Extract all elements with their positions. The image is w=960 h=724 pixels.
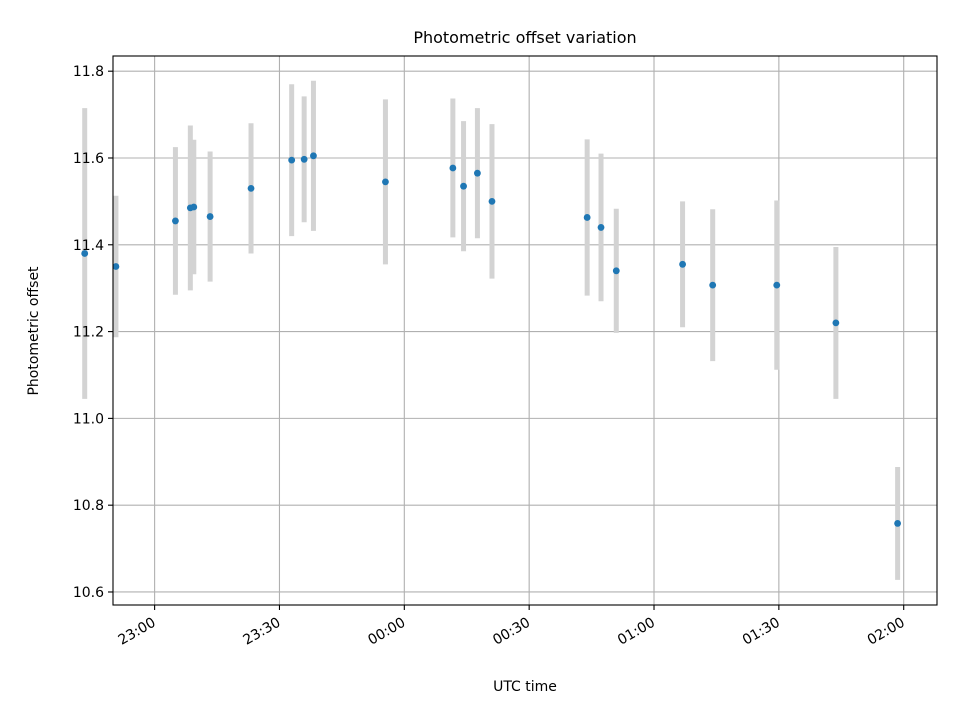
- data-point: [832, 319, 840, 327]
- data-point: [300, 155, 308, 163]
- data-point: [382, 178, 389, 186]
- y-tick-label: 11.8: [73, 64, 104, 80]
- data-point: [597, 224, 605, 231]
- data-point: [206, 213, 214, 220]
- x-tick-label: 00:00: [365, 615, 408, 649]
- data-point: [488, 197, 496, 205]
- y-axis-ticks: 10.6 10.8 11.0 11.2 11.4 11.6 11.8: [73, 64, 113, 601]
- x-tick-label: 00:30: [490, 615, 533, 649]
- data-point: [583, 214, 591, 221]
- data-point: [709, 281, 717, 289]
- x-axis-label: UTC time: [493, 679, 557, 695]
- plot-background: [113, 56, 937, 605]
- data-point: [894, 520, 902, 527]
- data-point: [81, 250, 89, 257]
- data-point: [288, 156, 296, 164]
- data-point: [112, 263, 120, 270]
- y-tick-label: 11.0: [73, 411, 104, 427]
- y-tick-label: 10.6: [73, 585, 104, 601]
- y-tick-label: 10.8: [73, 498, 104, 514]
- chart-title: Photometric offset variation: [413, 28, 636, 47]
- data-point: [679, 260, 686, 268]
- data-point: [172, 217, 179, 225]
- data-points: [81, 152, 902, 527]
- data-point: [310, 152, 317, 160]
- data-point: [474, 169, 481, 177]
- y-tick-label: 11.2: [73, 325, 104, 341]
- y-axis-label: Photometric offset: [26, 266, 42, 396]
- x-axis-ticks: 23:00 23:30 00:00 00:30 01:00 01:30 02:00: [116, 605, 908, 649]
- data-point: [612, 267, 620, 275]
- data-point: [190, 203, 198, 211]
- x-tick-label: 01:30: [740, 615, 783, 649]
- data-point: [247, 184, 255, 192]
- data-point: [449, 164, 457, 172]
- y-tick-label: 11.4: [73, 238, 104, 254]
- y-tick-label: 11.6: [73, 151, 104, 167]
- data-point: [773, 281, 781, 289]
- x-tick-label: 23:00: [116, 615, 159, 649]
- x-tick-label: 23:30: [241, 615, 284, 649]
- plot-frame: [112, 55, 938, 606]
- data-point: [460, 182, 467, 190]
- x-tick-label: 01:00: [615, 615, 658, 649]
- x-tick-label: 02:00: [865, 615, 908, 649]
